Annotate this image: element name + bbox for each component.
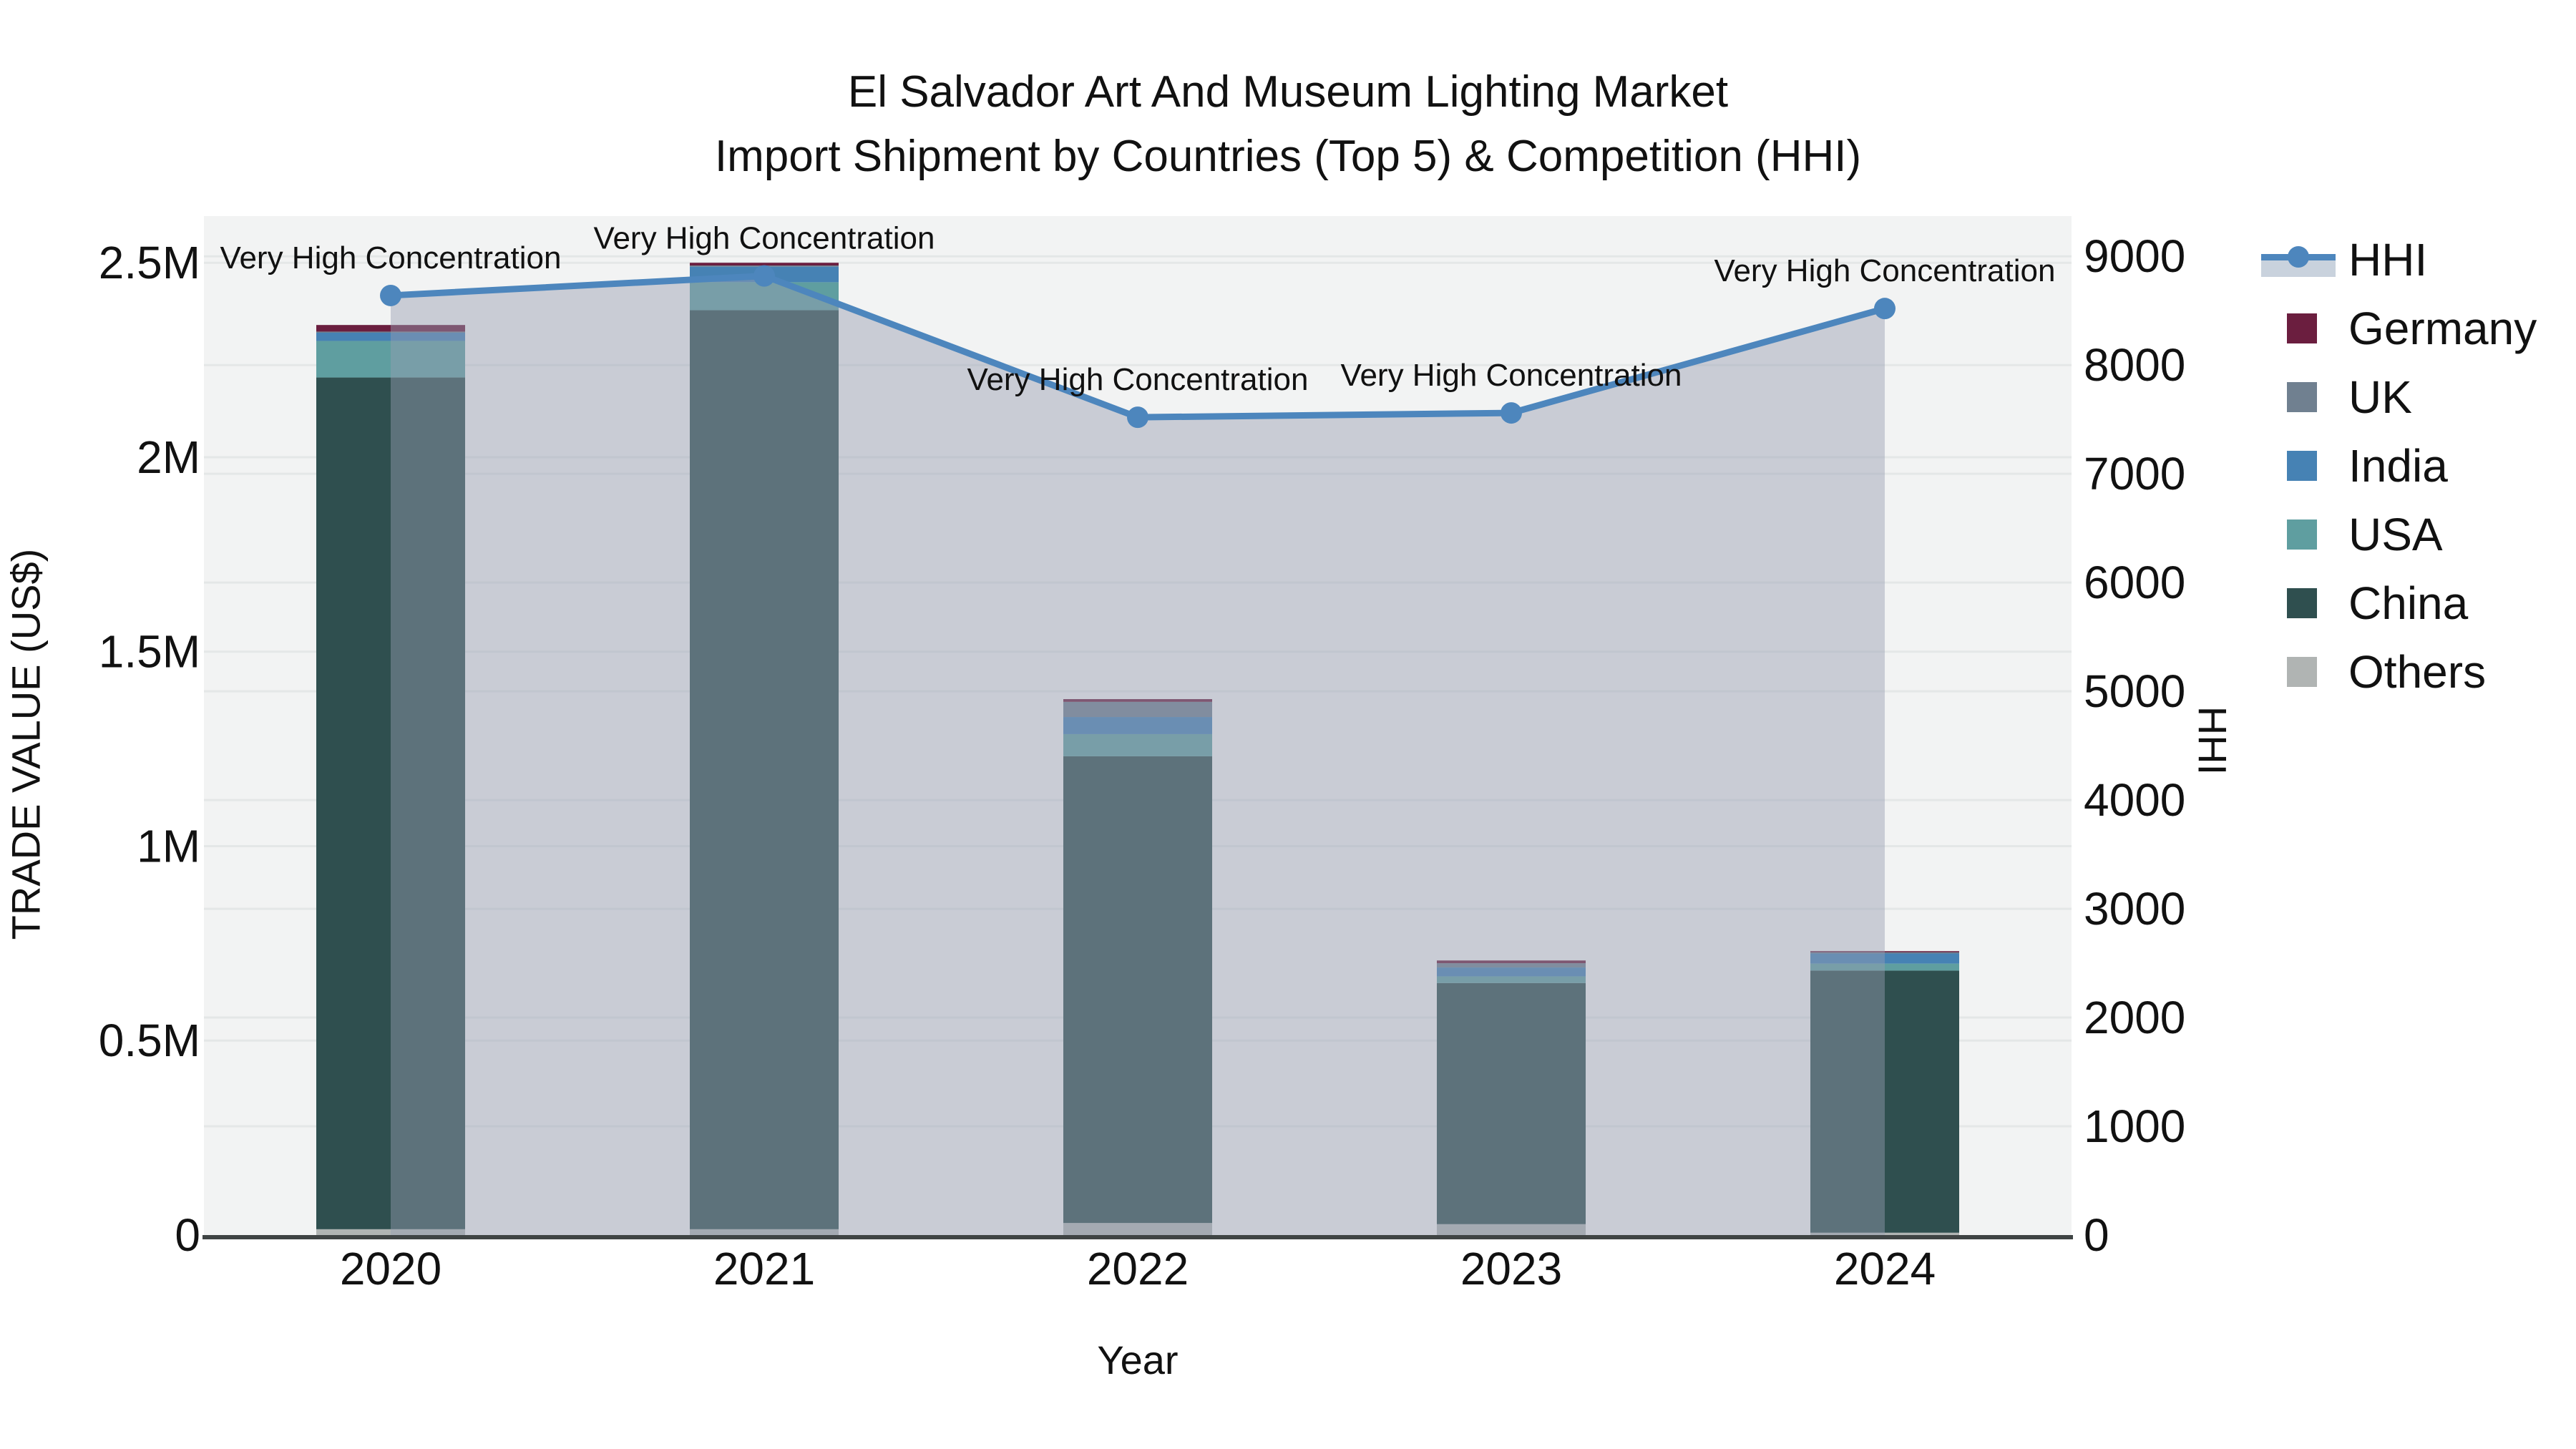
y-tick-right-4000: 4000 [2084,774,2185,826]
annotation-2022: Very High Concentration [967,362,1309,397]
bar-segment-2020-india[interactable] [316,332,465,341]
bar-segment-2024-india[interactable] [1810,953,1959,964]
bar-segment-2021-china[interactable] [690,310,839,1229]
y-tick-right-9000: 9000 [2084,230,2185,282]
x-tick-2024: 2024 [1834,1243,1936,1294]
bar-segment-2022-others[interactable] [1063,1223,1212,1235]
y-axis-title-right: HHI [2190,706,2235,776]
y-tick-right-8000: 8000 [2084,339,2185,391]
y-tick-left-1.5M: 1.5M [99,626,200,678]
legend-swatch-china [2287,588,2317,618]
legend-item-uk[interactable]: UK [2261,369,2412,426]
bar-segment-2023-india[interactable] [1437,967,1586,977]
hhi-marker-2022[interactable] [1127,406,1148,429]
bar-segment-2024-china[interactable] [1810,970,1959,1233]
y-tick-right-1000: 1000 [2084,1101,2185,1152]
legend-item-india[interactable]: India [2261,437,2448,494]
legend-label-others: Others [2348,646,2487,698]
y-tick-left-0.5M: 0.5M [99,1015,200,1066]
bar-segment-2024-germany[interactable] [1810,951,1959,952]
x-tick-2020: 2020 [340,1243,441,1294]
bar-segment-2022-uk[interactable] [1063,701,1212,718]
y-tick-left-2.5M: 2.5M [99,237,200,288]
hhi-line-swatch [2261,243,2336,277]
legend-swatch-others [2287,657,2317,687]
hhi-area-fill [391,275,1885,1235]
x-tick-2023: 2023 [1460,1243,1562,1294]
y-tick-right-6000: 6000 [2084,557,2185,608]
annotation-2021: Very High Concentration [594,221,935,256]
bar-segment-2020-china[interactable] [316,377,465,1229]
bar-segment-2020-germany[interactable] [316,325,465,332]
legend-label-china: China [2348,577,2469,629]
bar-segment-2023-usa[interactable] [1437,976,1586,983]
bar-segment-2023-china[interactable] [1437,982,1586,1224]
legend-swatch-germany [2287,313,2317,343]
legend-label-germany: Germany [2348,303,2537,354]
legend-item-usa[interactable]: USA [2261,506,2443,563]
legend-swatch-india [2287,451,2317,481]
y-tick-left-0: 0 [175,1209,200,1261]
y-tick-right-7000: 7000 [2084,448,2185,499]
bar-segment-2022-china[interactable] [1063,756,1212,1224]
legend-label-usa: USA [2348,509,2443,560]
y-tick-right-3000: 3000 [2084,883,2185,935]
hhi-marker-2020[interactable] [380,284,401,306]
bar-segment-2022-usa[interactable] [1063,733,1212,756]
legend-label-india: India [2348,440,2448,492]
y-tick-right-0: 0 [2084,1209,2109,1261]
y-tick-left-2M: 2M [137,431,200,483]
legend-label-uk: UK [2348,371,2412,423]
annotation-2023: Very High Concentration [1341,358,1682,393]
bar-segment-2023-others[interactable] [1437,1224,1586,1235]
x-axis-title: Year [1097,1337,1179,1382]
annotation-2024: Very High Concentration [1714,253,2056,288]
legend-item-hhi[interactable]: HHI [2261,231,2427,288]
legend-item-others[interactable]: Others [2261,643,2486,701]
legend-item-germany[interactable]: Germany [2261,300,2537,357]
bar-segment-2024-uk[interactable] [1810,952,1959,954]
y-axis-title-left: TRADE VALUE (US$) [3,548,49,940]
bar-segment-2022-germany[interactable] [1063,699,1212,702]
bar-segment-2023-uk[interactable] [1437,963,1586,968]
y-tick-left-1M: 1M [137,820,200,872]
y-tick-right-5000: 5000 [2084,665,2185,717]
annotation-2020: Very High Concentration [220,240,562,275]
bar-segment-2021-germany[interactable] [690,263,839,266]
hhi-marker-2021[interactable] [753,265,775,287]
y-tick-right-2000: 2000 [2084,992,2185,1043]
chart-title-line1: El Salvador Art And Museum Lighting Mark… [847,67,1729,117]
legend-swatch-uk [2287,382,2317,412]
bar-segment-2023-germany[interactable] [1437,960,1586,964]
legend-label-hhi: HHI [2348,234,2428,286]
bar-segment-2020-others[interactable] [316,1229,465,1235]
legend-item-china[interactable]: China [2261,575,2468,632]
x-tick-2022: 2022 [1087,1243,1189,1294]
bar-segment-2020-uk[interactable] [316,331,465,333]
chart-title-line2: Import Shipment by Countries (Top 5) & C… [714,132,1862,181]
hhi-marker-2024[interactable] [1874,298,1896,320]
legend-swatch-usa [2287,519,2317,550]
bar-segment-2024-others[interactable] [1810,1232,1959,1235]
x-tick-2021: 2021 [713,1243,815,1294]
chart-title: El Salvador Art And Museum Lighting Mark… [0,60,2576,189]
hhi-marker-2023[interactable] [1501,402,1522,424]
bar-segment-2022-india[interactable] [1063,717,1212,734]
bar-segment-2024-usa[interactable] [1810,963,1959,971]
bar-segment-2020-usa[interactable] [316,341,465,378]
bar-segment-2021-others[interactable] [690,1229,839,1235]
